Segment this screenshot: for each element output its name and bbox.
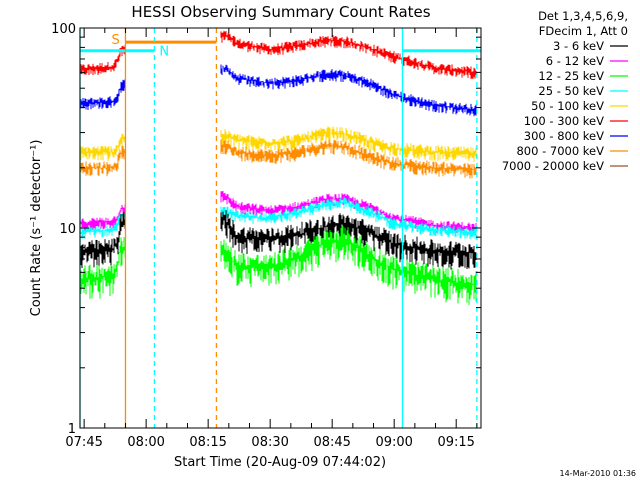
series-3-6-kev: [80, 210, 477, 270]
legend-label: 3 - 6 keV: [553, 39, 604, 53]
legend-header-line-2: FDecim 1, Att 0: [539, 24, 628, 38]
legend-label: 300 - 800 keV: [524, 129, 604, 143]
series-noise-trace: [80, 126, 477, 162]
y-tick-label: 1: [68, 422, 76, 437]
x-tick-label: 09:00: [375, 435, 412, 450]
legend-label: 12 - 25 keV: [538, 69, 604, 83]
data-layer: [80, 30, 477, 305]
series-noise-trace: [80, 210, 477, 270]
saa-label: S: [111, 33, 119, 48]
legend-label: 50 - 100 keV: [531, 99, 604, 113]
y-tick-label: 100: [51, 22, 76, 37]
chart-title: HESSI Observing Summary Count Rates: [131, 3, 430, 21]
legend-label: 7000 - 20000 keV: [502, 159, 604, 173]
legend-header-line-1: Det 1,3,4,5,6,9,: [538, 9, 628, 23]
legend-label: 800 - 7000 keV: [516, 144, 604, 158]
series-800-7000-kev: [80, 138, 477, 179]
x-axis-label: Start Time (20-Aug-09 07:44:02): [174, 455, 386, 470]
series-300-800-kev: [80, 64, 477, 117]
series-noise-trace: [80, 138, 477, 179]
generation-timestamp: 14-Mar-2010 01:36: [560, 469, 637, 478]
axis-layer: 07:45 08:00 08:15 08:30 08:45 09:00 09:15 1 10 10…: [51, 22, 481, 450]
legend: Det 1,3,4,5,6,9, FDecim 1, Att 0 3 - 6 k…: [502, 9, 628, 173]
x-tick-label: 08:15: [189, 435, 226, 450]
series-noise-trace: [80, 30, 477, 79]
legend-label: 100 - 300 keV: [524, 114, 604, 128]
series-noise-trace: [80, 196, 477, 240]
night-label: N: [159, 45, 169, 60]
legend-label: 25 - 50 keV: [538, 84, 604, 98]
series-100-300-kev: [80, 30, 477, 79]
series-noise-trace: [80, 64, 477, 117]
series-noise-trace: [80, 226, 477, 305]
y-tick-label: 10: [59, 222, 76, 237]
series-12-25-kev: [80, 226, 477, 305]
x-tick-label: 08:30: [251, 435, 288, 450]
y-axis-label: Count Rate (s⁻¹ detector⁻¹): [29, 140, 44, 317]
series-25-50-kev: [80, 196, 477, 240]
x-tick-label: 08:45: [313, 435, 350, 450]
series-50-100-kev: [80, 126, 477, 162]
x-tick-label: 09:15: [437, 435, 474, 450]
x-tick-label: 07:45: [65, 435, 102, 450]
x-tick-label: 08:00: [127, 435, 164, 450]
legend-label: 6 - 12 keV: [546, 54, 604, 68]
